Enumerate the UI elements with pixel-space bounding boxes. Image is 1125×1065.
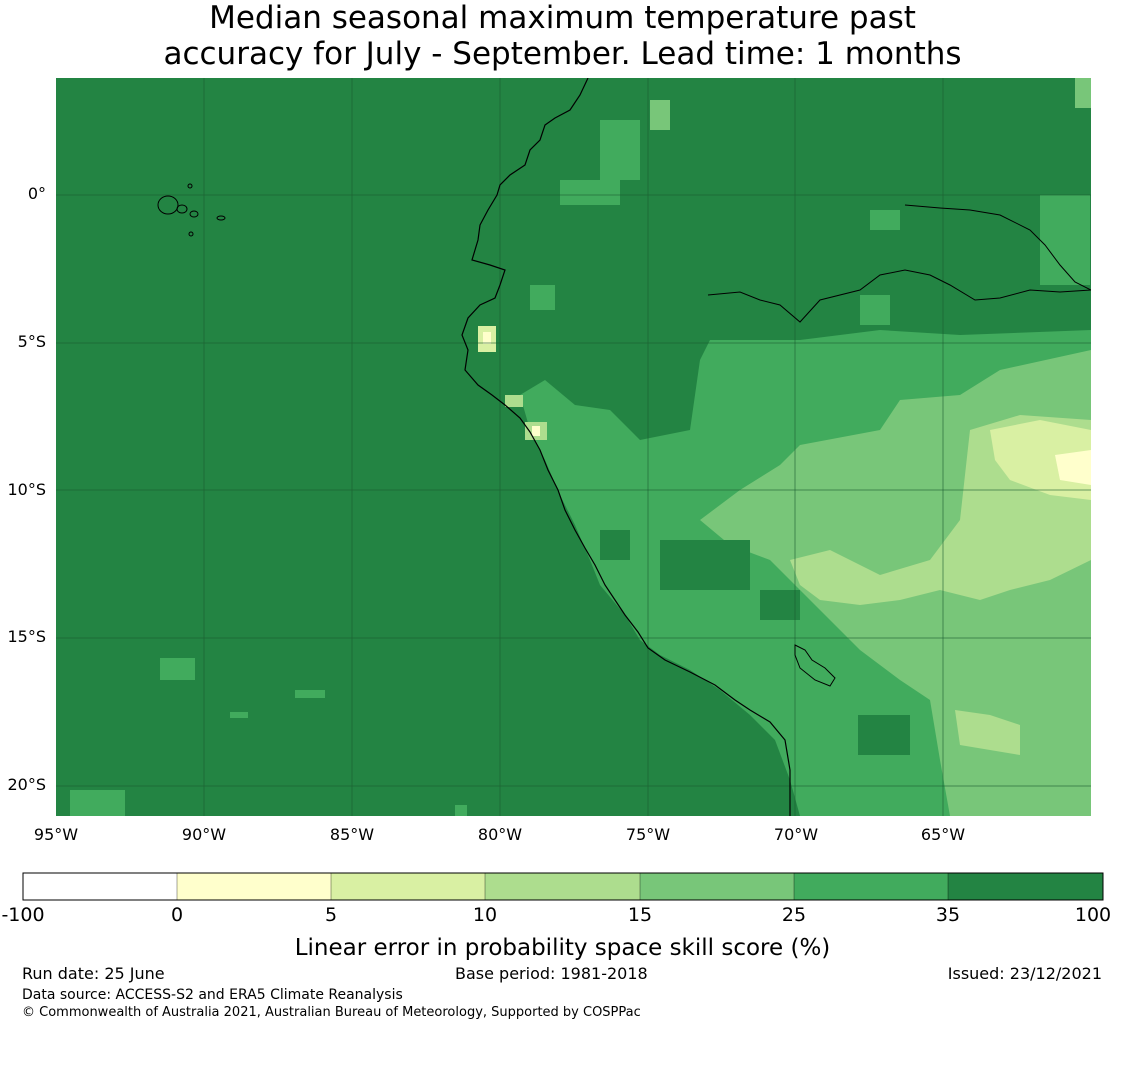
lat-label-0: 0° [27,184,46,203]
patch-coast-3 [505,395,523,407]
lat-label-10s: 10°S [7,480,46,499]
colorbar-tick-3: 5 [324,904,338,926]
lon-label-70w: 70°W [773,825,819,844]
lake-titicaca [794,644,836,687]
region-lightest-skill [1055,450,1091,485]
colorbar-swatch-7 [948,873,1103,900]
patch-north-7 [530,285,555,310]
colorbar-tick-2: 0 [170,904,184,926]
colorbar-tick-7: 35 [935,904,961,926]
patch-north-5 [1040,195,1090,285]
colorbar-tick-4: 10 [472,904,498,926]
base-period: Base period: 1981-2018 [455,964,648,983]
patch-north-3 [600,120,640,180]
coastline [461,78,791,816]
patch-ocean-5 [455,805,467,816]
patch-ocean-1 [160,658,195,680]
patch-ocean-3 [295,690,325,698]
colorbar-title: Linear error in probability space skill … [294,935,831,961]
issued-date: Issued: 23/12/2021 [947,964,1102,983]
colorbar-swatch-5 [640,873,794,900]
patch-coast-2-core [532,426,540,436]
river-line-north [904,204,1091,291]
lon-label-80w: 80°W [477,825,523,844]
lon-label-90w: 90°W [181,825,227,844]
galapagos-islands [157,183,226,237]
data-source: Data source: ACCESS-S2 and ERA5 Climate … [22,987,403,1003]
run-date: Run date: 25 June [22,964,165,983]
colorbar-swatch-6 [794,873,948,900]
patch-north-8 [860,295,890,325]
patch-dark-1 [660,540,750,590]
patch-north-4 [1075,78,1091,108]
lon-label-95w: 95°W [33,825,79,844]
lon-label-65w: 65°W [920,825,966,844]
title-line-1: Median seasonal maximum temperature past [209,0,916,36]
lon-label-75w: 75°W [625,825,671,844]
patch-ocean-2 [70,790,125,816]
river-line [707,269,1091,323]
colorbar-tick-1: -100 [1,904,45,926]
patch-north-2 [560,180,620,205]
chart-title: Median seasonal maximum temperature past… [0,0,1125,72]
lat-label-15s: 15°S [7,627,46,646]
patch-dark-4 [600,530,630,560]
patch-north-6 [870,210,900,230]
lon-label-85w: 85°W [329,825,375,844]
colorbar-swatch-4 [485,873,640,900]
gridlines [56,78,1091,816]
region-high-skill-south [955,710,1020,755]
copyright: © Commonwealth of Australia 2021, Austra… [22,1005,641,1020]
patch-coast-1-core [483,332,491,344]
lat-label-5s: 5°S [17,332,46,351]
colorbar-tick-8: 100 [1074,904,1112,926]
patch-north-1 [650,100,670,130]
colorbar-frame [22,872,1104,901]
colorbar-swatch-3 [331,873,485,900]
patch-dark-2 [760,590,800,620]
patch-dark-3 [858,715,910,755]
colorbar-swatch-2 [177,873,331,900]
lat-label-20s: 20°S [7,775,46,794]
skill-map [56,78,1091,816]
title-line-2: accuracy for July - September. Lead time… [163,36,962,72]
colorbar-tick-5: 15 [627,904,653,926]
colorbar-swatch-1 [23,873,177,900]
colorbar-tick-6: 25 [781,904,807,926]
patch-ocean-4 [230,712,248,718]
colorbar [22,872,1104,901]
